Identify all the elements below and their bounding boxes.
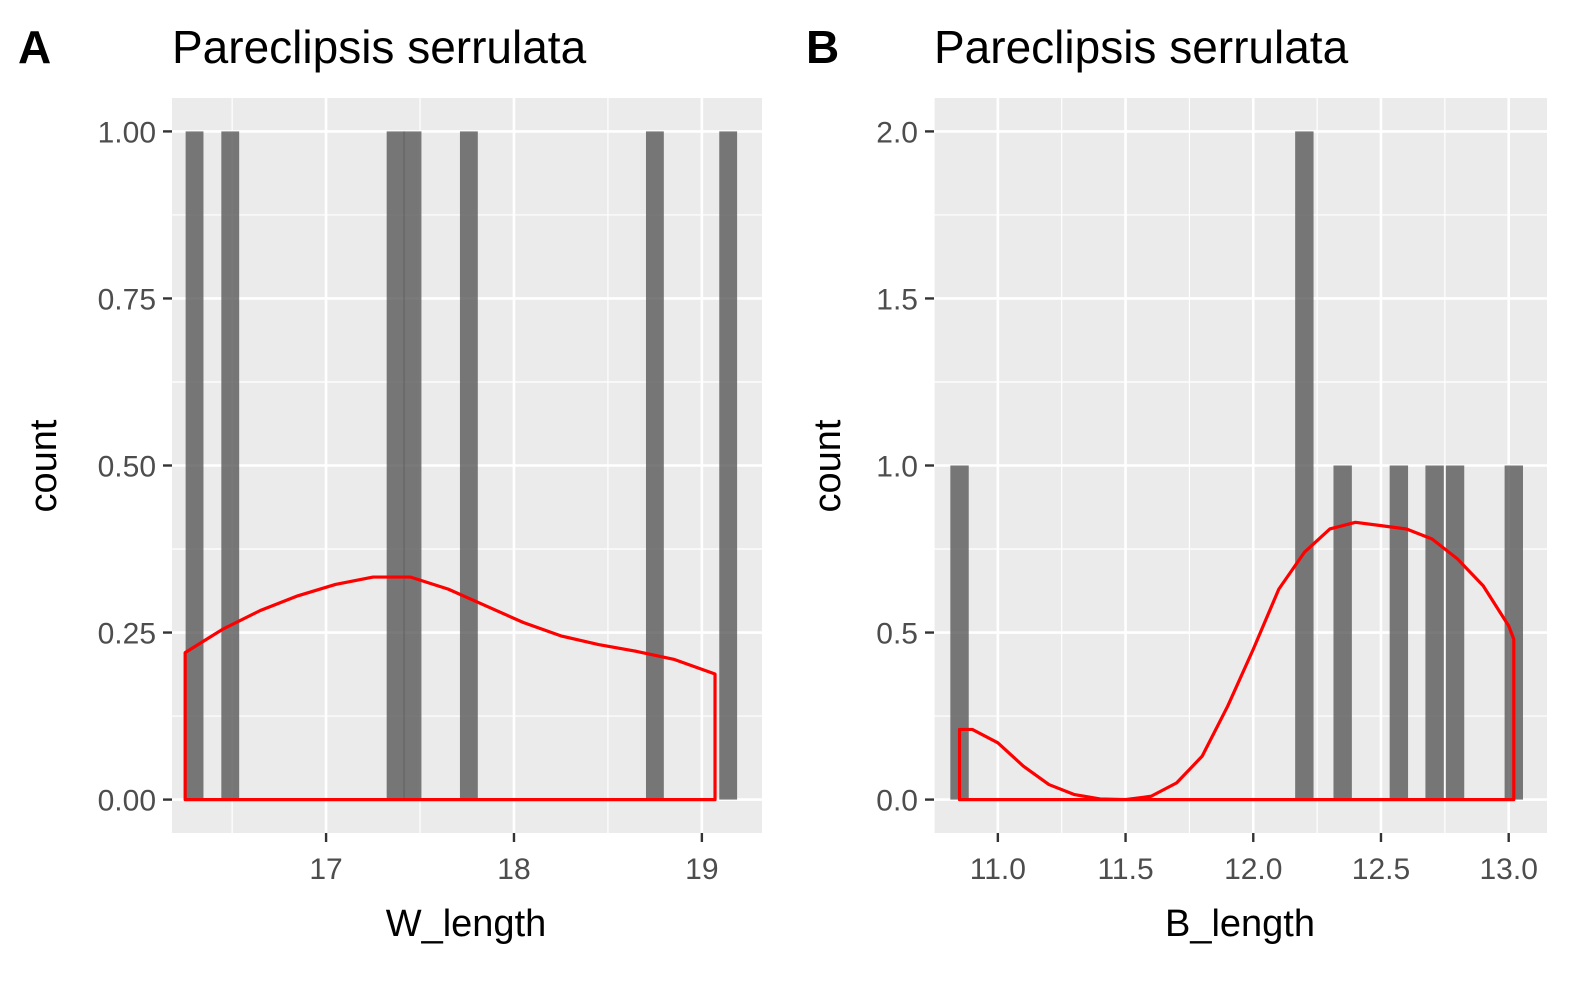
- y-axis: 0.00 0.25 0.50 0.75 1.00: [98, 116, 172, 818]
- panel-b: B Pareclipsis serrulata 0.00.51.01.52.0 …: [806, 21, 1547, 945]
- y-tick-label: 1.00: [98, 116, 156, 149]
- y-tick-label: 0.0: [876, 785, 918, 818]
- histogram-bar: [221, 131, 240, 800]
- histogram-bar: [1295, 131, 1314, 800]
- histogram-bar: [1425, 465, 1444, 800]
- panel-label: B: [806, 21, 839, 73]
- y-tick-label: 1.5: [876, 283, 918, 316]
- histogram-bar: [1389, 465, 1409, 800]
- histogram-bar: [1445, 465, 1465, 800]
- histogram-bar: [950, 465, 969, 800]
- density-curve: [957, 520, 1516, 802]
- histogram-bars: [950, 131, 1523, 800]
- histogram-bar: [1333, 465, 1352, 800]
- x-tick-label: 11.0: [970, 853, 1026, 886]
- histogram-bar: [1504, 465, 1523, 800]
- chart-title: Pareclipsis serrulata: [172, 21, 587, 73]
- y-tick-label: 0.25: [98, 618, 156, 651]
- y-tick-label: 1.0: [876, 451, 918, 484]
- panel-a: A Pareclipsis serrulata 0.00 0.25 0.50 0.75…: [18, 21, 762, 945]
- histogram-bar: [719, 131, 738, 800]
- histogram-bar: [386, 131, 405, 800]
- y-tick-label: 0.50: [98, 451, 156, 484]
- y-tick-label: 2.0: [876, 116, 918, 149]
- x-axis: 17 18 19: [309, 833, 719, 886]
- histogram-bar: [403, 131, 422, 800]
- histogram-bar: [459, 131, 478, 800]
- density-curve: [183, 575, 717, 802]
- x-tick-label: 17: [309, 853, 342, 886]
- y-axis: 0.0 0.5 1.0 1.5 2.0: [876, 116, 934, 818]
- x-tick-label: 12.5: [1352, 853, 1410, 886]
- x-tick-label: 13.0: [1479, 853, 1537, 886]
- x-tick-label: 12.0: [1224, 853, 1282, 886]
- x-axis-title: W_length: [386, 903, 547, 945]
- panel-label: A: [18, 21, 51, 73]
- x-tick-label: 19: [685, 853, 718, 886]
- x-axis: 11.0 11.5 12.0 12.5 13.0: [970, 833, 1538, 886]
- y-axis-title: count: [807, 419, 849, 512]
- chart-title: Pareclipsis serrulata: [934, 21, 1349, 73]
- y-tick-label: 0.75: [98, 283, 156, 316]
- x-axis-title: B_length: [1165, 903, 1315, 945]
- x-tick-label: 18: [497, 853, 530, 886]
- histogram-bars: [185, 131, 738, 800]
- histogram-bar: [185, 131, 204, 800]
- y-tick-label: 0.00: [98, 785, 156, 818]
- y-tick-label: 0.5: [876, 618, 918, 651]
- histogram-bar: [645, 131, 664, 800]
- x-tick-label: 11.5: [1097, 853, 1153, 886]
- y-axis-title: count: [23, 419, 65, 512]
